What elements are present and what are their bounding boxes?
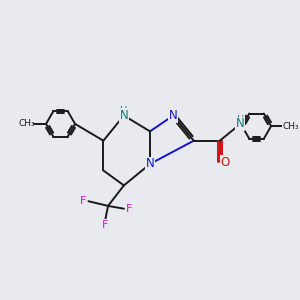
Text: H: H xyxy=(120,106,128,116)
Text: N: N xyxy=(169,109,178,122)
Text: CH₃: CH₃ xyxy=(283,122,299,131)
Text: H: H xyxy=(237,115,244,125)
Text: F: F xyxy=(102,220,108,230)
Text: N: N xyxy=(146,158,154,170)
Text: F: F xyxy=(126,204,132,214)
Text: N: N xyxy=(119,109,128,122)
Text: N: N xyxy=(236,117,245,130)
Text: CH₃: CH₃ xyxy=(18,119,35,128)
Text: O: O xyxy=(220,156,230,169)
Text: F: F xyxy=(80,196,87,206)
